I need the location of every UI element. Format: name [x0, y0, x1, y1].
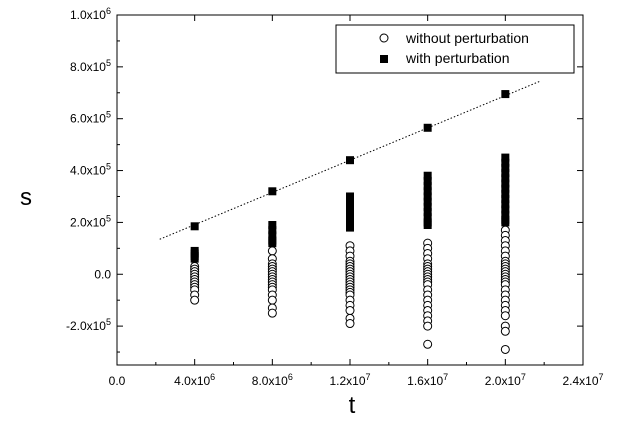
- data-points: [190, 90, 510, 354]
- point-without-perturbation: [190, 295, 200, 305]
- point-with-perturbation: [423, 202, 432, 211]
- point-with-perturbation: [501, 205, 510, 214]
- point-with-perturbation: [501, 174, 510, 183]
- point-without-perturbation: [267, 295, 277, 305]
- point-with-perturbation: [346, 197, 354, 206]
- point-with-perturbation: [190, 254, 199, 263]
- legend: without perturbation with perturbation: [335, 24, 575, 74]
- point-without-perturbation: [267, 308, 277, 318]
- legend-label-with-perturbation: with perturbation: [405, 50, 510, 66]
- point-with-perturbation: [190, 222, 199, 231]
- x-tick-label-2-0x107: 2.0x107: [485, 372, 526, 388]
- legend-box: [335, 24, 575, 74]
- y-tick-label-8-0x105: 8.0x105: [70, 58, 111, 74]
- y-axis-label: s: [20, 184, 32, 211]
- point-without-perturbation: [345, 319, 355, 329]
- x-tick-label-1-6x107: 1.6x107: [407, 372, 448, 388]
- point-with-perturbation: [501, 218, 510, 227]
- point-with-perturbation: [346, 208, 354, 217]
- point-with-perturbation: [501, 163, 510, 172]
- y-tick-label-1-0x106: 1.0x106: [70, 6, 111, 22]
- point-with-perturbation: [501, 90, 510, 99]
- point-with-perturbation: [268, 231, 277, 240]
- point-with-perturbation: [501, 189, 510, 198]
- trend-line-group: [159, 80, 541, 240]
- point-with-perturbation: [423, 123, 432, 132]
- point-without-perturbation: [500, 311, 510, 321]
- y-tick-label-0-0: 0.0: [94, 267, 111, 281]
- legend-marker-with-perturbation: [380, 55, 388, 63]
- point-without-perturbation: [267, 246, 277, 256]
- point-with-perturbation: [423, 176, 432, 185]
- point-without-perturbation: [423, 339, 433, 349]
- point-with-perturbation: [346, 156, 354, 165]
- point-with-perturbation: [346, 202, 354, 211]
- point-with-perturbation: [423, 182, 432, 191]
- point-with-perturbation: [346, 192, 354, 201]
- point-with-perturbation: [346, 223, 354, 232]
- point-with-perturbation: [501, 210, 510, 219]
- point-without-perturbation: [423, 321, 433, 331]
- x-axis-ticks: 0.0 4.0x106 8.0x106 1.2x107 1.6x107 2.0x107 2.…: [109, 15, 604, 388]
- point-without-perturbation: [500, 344, 510, 354]
- point-without-perturbation: [500, 326, 510, 336]
- point-with-perturbation: [423, 213, 432, 222]
- x-tick-label-0-0: 0.0: [109, 374, 126, 388]
- point-with-perturbation: [501, 153, 510, 162]
- point-with-perturbation: [268, 221, 277, 229]
- y-tick-label-2-0x105: 2.0x105: [70, 213, 111, 229]
- x-tick-label-8-0x106: 8.0x106: [252, 372, 293, 388]
- point-with-perturbation: [501, 169, 510, 178]
- y-tick-label-4-0x105: 4.0x105: [70, 162, 111, 178]
- y-axis-ticks: -2.0x105 0.0 2.0x105 4.0x105 6.0x105 8.0x105 1…: [66, 6, 583, 353]
- point-with-perturbation: [423, 208, 432, 217]
- x-axis-label: t: [349, 392, 356, 419]
- point-with-perturbation: [346, 213, 354, 222]
- x-tick-label-1-2x107: 1.2x107: [329, 372, 370, 388]
- point-with-perturbation: [501, 195, 510, 204]
- point-with-perturbation: [501, 179, 510, 188]
- point-with-perturbation: [423, 221, 432, 229]
- point-with-perturbation: [501, 200, 510, 209]
- legend-marker-without-perturbation: [379, 33, 389, 43]
- point-with-perturbation: [346, 218, 354, 227]
- y-tick-label-2-0x105: -2.0x105: [66, 317, 111, 333]
- point-with-perturbation: [268, 239, 277, 248]
- point-with-perturbation: [501, 158, 510, 167]
- point-with-perturbation: [501, 184, 510, 193]
- point-with-perturbation: [423, 187, 432, 196]
- y-tick-label-6-0x105: 6.0x105: [70, 110, 111, 126]
- legend-label-without-perturbation: without perturbation: [405, 30, 529, 46]
- point-without-perturbation: [345, 306, 355, 316]
- trend-line: [159, 80, 541, 240]
- point-with-perturbation: [268, 226, 277, 235]
- point-with-perturbation: [423, 192, 432, 201]
- x-tick-label-2-4x107: 2.4x107: [562, 372, 603, 388]
- x-tick-label-4-0x106: 4.0x106: [174, 372, 215, 388]
- point-with-perturbation: [423, 197, 432, 206]
- point-with-perturbation: [268, 187, 277, 196]
- point-with-perturbation: [423, 171, 432, 180]
